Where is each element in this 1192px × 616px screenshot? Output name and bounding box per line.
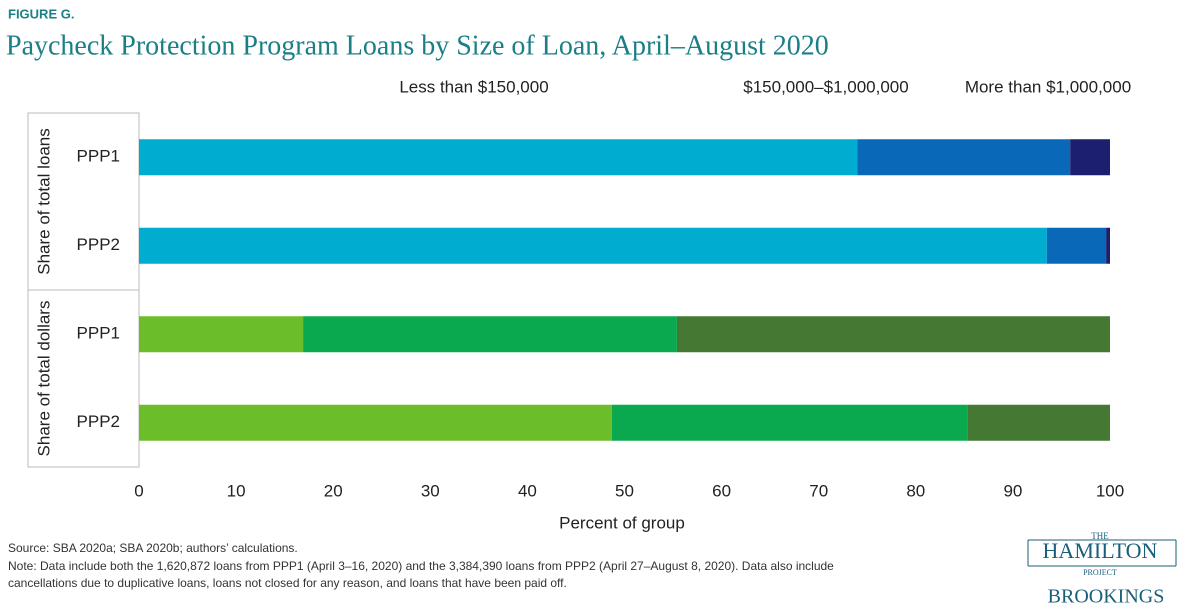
- x-tick-label: 70: [809, 481, 828, 500]
- bar-segment: [1070, 139, 1110, 176]
- bar-segment: [303, 316, 677, 353]
- source: Source: SBA 2020a; SBA 2020b; authors’ c…: [8, 541, 298, 555]
- x-tick-label: 100: [1096, 481, 1124, 500]
- bar-segment: [857, 139, 1071, 176]
- bar-segment: [967, 404, 1110, 441]
- logo: THE HAMILTON PROJECT BROOKINGS: [1027, 531, 1177, 608]
- bar-segment: [139, 139, 858, 176]
- bar-segment: [676, 316, 1110, 353]
- logo-text: HAMILTON: [1043, 538, 1158, 563]
- group-label: Share of total dollars: [34, 301, 53, 457]
- chart-title: Paycheck Protection Program Loans by Siz…: [6, 30, 829, 61]
- bar-segment: [139, 227, 1047, 264]
- bar-segment: [139, 404, 612, 441]
- x-tick-label: 60: [712, 481, 731, 500]
- bar-segment: [139, 316, 304, 353]
- logo-text: BROOKINGS: [1048, 586, 1165, 608]
- x-tick-label: 80: [906, 481, 925, 500]
- x-tick-label: 20: [324, 481, 343, 500]
- bar-segment: [1046, 227, 1107, 264]
- x-tick-label: 0: [134, 481, 143, 500]
- legend-label: $150,000–$1,000,000: [743, 77, 908, 96]
- group-label: Share of total loans: [34, 128, 53, 274]
- x-tick-label: 30: [421, 481, 440, 500]
- bar-segment: [611, 404, 968, 441]
- legend-label: Less than $150,000: [399, 77, 548, 96]
- x-tick-label: 10: [227, 481, 246, 500]
- y-tick-label: PPP2: [77, 235, 120, 254]
- x-tick-label: 40: [518, 481, 537, 500]
- note: Note: Data include both the 1,620,872 lo…: [8, 559, 834, 573]
- legend-label: More than $1,000,000: [965, 77, 1131, 96]
- x-tick-label: 90: [1003, 481, 1022, 500]
- figure-label: FIGURE G.: [8, 6, 74, 21]
- x-axis-label: Percent of group: [559, 513, 685, 532]
- y-tick-label: PPP2: [77, 412, 120, 431]
- x-tick-label: 50: [615, 481, 634, 500]
- note: cancellations due to duplicative loans, …: [8, 576, 567, 590]
- logo-text: PROJECT: [1083, 568, 1117, 577]
- y-tick-label: PPP1: [77, 147, 120, 166]
- y-tick-label: PPP1: [77, 324, 120, 343]
- bar-segment: [1106, 227, 1110, 264]
- logo-text: THE: [1091, 531, 1109, 541]
